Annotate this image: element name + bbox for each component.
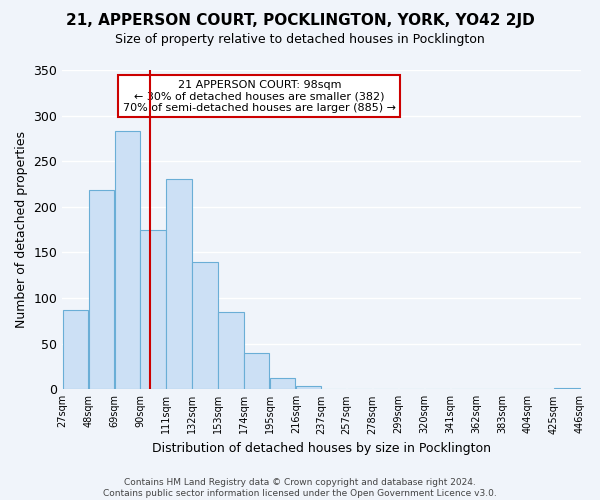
Bar: [62, 310, 88, 390]
Bar: [218, 312, 244, 390]
Bar: [89, 190, 114, 390]
Text: 21 APPERSON COURT: 98sqm
← 30% of detached houses are smaller (382)
70% of semi-: 21 APPERSON COURT: 98sqm ← 30% of detach…: [123, 80, 396, 113]
Text: Contains HM Land Registry data © Crown copyright and database right 2024.
Contai: Contains HM Land Registry data © Crown c…: [103, 478, 497, 498]
Bar: [166, 180, 191, 390]
Bar: [115, 131, 140, 390]
Bar: [554, 388, 580, 390]
Bar: [244, 353, 269, 390]
Y-axis label: Number of detached properties: Number of detached properties: [15, 131, 28, 328]
Bar: [270, 378, 295, 390]
Bar: [140, 230, 166, 390]
Text: Size of property relative to detached houses in Pocklington: Size of property relative to detached ho…: [115, 32, 485, 46]
Bar: [296, 386, 322, 390]
Bar: [193, 262, 218, 390]
X-axis label: Distribution of detached houses by size in Pocklington: Distribution of detached houses by size …: [152, 442, 491, 455]
Text: 21, APPERSON COURT, POCKLINGTON, YORK, YO42 2JD: 21, APPERSON COURT, POCKLINGTON, YORK, Y…: [65, 12, 535, 28]
